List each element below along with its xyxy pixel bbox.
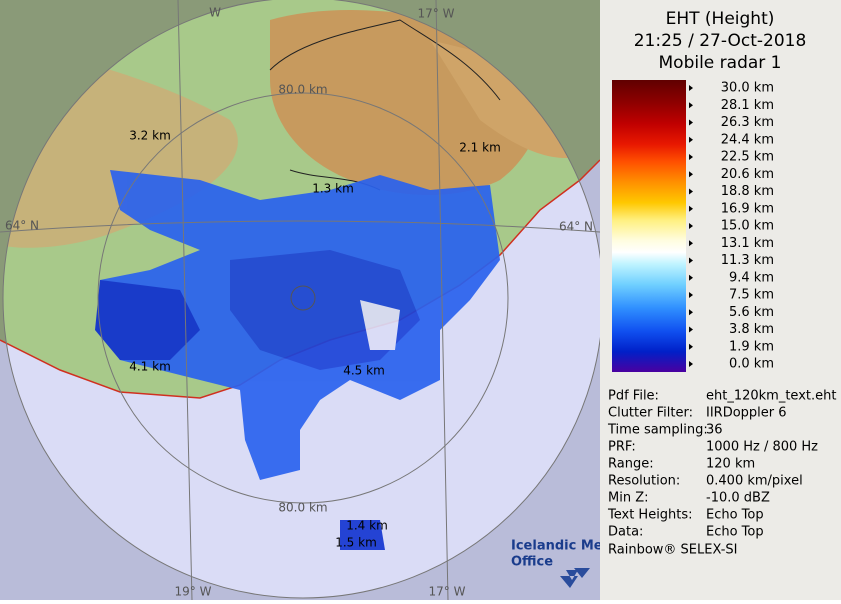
scale-label: 7.5 km <box>729 288 774 303</box>
scale-label: 15.0 km <box>721 219 774 234</box>
grid-label: 64° N <box>559 220 593 234</box>
echo-area <box>95 280 200 360</box>
range-ring <box>97 92 509 504</box>
scale-marker <box>689 136 693 143</box>
panel-title: Mobile radar 1 <box>659 53 782 73</box>
scale-label: 5.6 km <box>729 305 774 320</box>
scale-label: 28.1 km <box>721 98 774 113</box>
scale-marker <box>689 326 693 333</box>
info-key: Min Z: <box>608 491 649 506</box>
echo-label: 2.1 km <box>459 141 501 155</box>
scale-label: 0.0 km <box>729 357 774 372</box>
map: 80.0 km 80.0 km W 17° W 64° N 64° N 19° … <box>0 0 609 600</box>
color-bar <box>612 80 686 372</box>
ring-label: 80.0 km <box>278 83 327 97</box>
info-key: Range: <box>608 457 654 472</box>
scale-marker <box>689 154 693 160</box>
info-value: 36 <box>706 423 723 438</box>
scale-label: 20.6 km <box>721 167 774 182</box>
scale-marker <box>689 171 693 178</box>
scale-marker <box>689 240 693 247</box>
scale-marker <box>689 361 693 367</box>
ring-label: 80.0 km <box>278 501 327 515</box>
scale-marker <box>689 274 693 281</box>
info-key: Time sampling: <box>607 423 708 438</box>
info-key: Resolution: <box>608 474 680 489</box>
scale-label: 30.0 km <box>721 81 774 96</box>
scale-label: 1.9 km <box>729 339 774 354</box>
scale-marker <box>689 223 693 229</box>
grid-label: 64° N <box>5 219 39 233</box>
info-value: 120 km <box>706 457 755 472</box>
echo-area <box>340 520 385 550</box>
scale-label: 11.3 km <box>721 253 774 268</box>
echo-label: 3.2 km <box>129 129 171 143</box>
scale-label: 16.9 km <box>721 201 774 216</box>
echo-label: 1.4 km <box>346 519 388 533</box>
scale-marker <box>689 292 693 298</box>
grid-label: 17° W <box>429 585 466 599</box>
info-key: Clutter Filter: <box>608 406 693 421</box>
echo-label: 4.5 km <box>343 364 385 378</box>
echo-label: 4.1 km <box>129 360 171 374</box>
scale-marker <box>689 343 693 350</box>
info-value: -10.0 dBZ <box>706 491 770 506</box>
panel-title: 21:25 / 27-Oct-2018 <box>634 31 807 51</box>
info-value: IIRDoppler 6 <box>706 406 787 421</box>
scale-marker <box>689 102 693 109</box>
scale-label: 3.8 km <box>729 322 774 337</box>
echo-label: 1.5 km <box>335 536 377 550</box>
info-key: PRF: <box>608 440 636 455</box>
echo-label: 1.3 km <box>312 182 354 196</box>
logo-icon <box>560 568 590 588</box>
grid-label: 17° W <box>418 7 455 21</box>
scale-marker <box>689 205 693 212</box>
scale-label: 26.3 km <box>721 115 774 130</box>
scale-marker <box>689 188 693 195</box>
scale-marker <box>689 309 693 316</box>
radar-site <box>290 285 316 311</box>
panel-title: EHT (Height) <box>666 9 775 29</box>
scale-marker <box>689 85 693 91</box>
info-value: eht_120km_text.eht <box>706 389 836 404</box>
scale-label: 9.4 km <box>729 270 774 285</box>
scale-label: 22.5 km <box>721 150 774 165</box>
info-key: Pdf File: <box>608 389 659 404</box>
panel-footer: Rainbow® SELEX-SI <box>608 543 738 558</box>
info-value: 0.400 km/pixel <box>706 474 803 489</box>
echo-gap <box>360 300 400 350</box>
info-value: Echo Top <box>706 508 764 523</box>
info-key: Text Heights: <box>607 508 693 523</box>
info-key: Data: <box>608 525 643 540</box>
echoes <box>95 170 500 550</box>
scale-label: 13.1 km <box>721 236 774 251</box>
graticule <box>0 0 600 600</box>
scale-marker <box>689 119 693 126</box>
info-value: Echo Top <box>706 525 764 540</box>
scale-label: 18.8 km <box>721 184 774 199</box>
scale-marker <box>689 257 693 264</box>
grid-label: W <box>209 6 221 20</box>
scale-label: 24.4 km <box>721 132 774 147</box>
info-value: 1000 Hz / 800 Hz <box>706 440 818 455</box>
logo-text: Icelandic Met <box>511 539 609 554</box>
range-ring <box>2 0 600 599</box>
logo-text: Office <box>511 555 553 570</box>
grid-label: 19° W <box>175 585 212 599</box>
